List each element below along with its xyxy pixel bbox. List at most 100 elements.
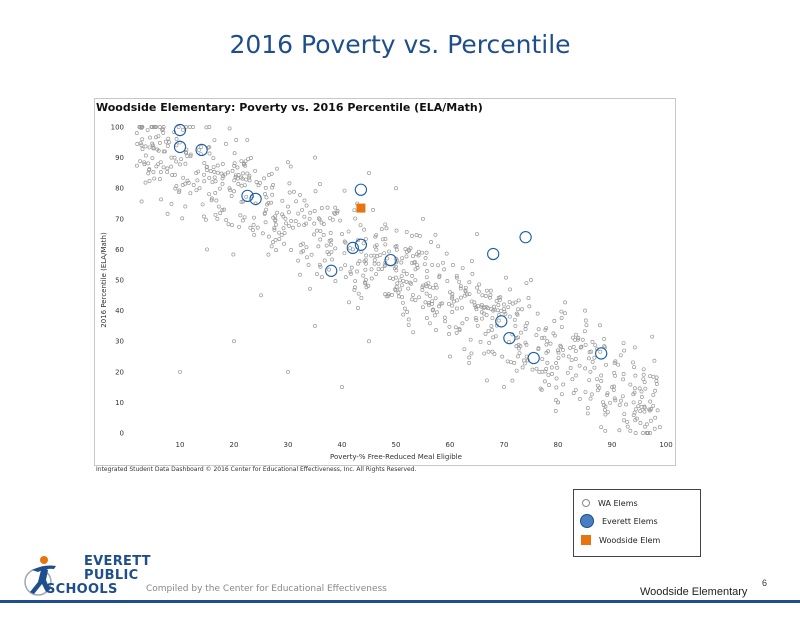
wa-elem-point: [379, 227, 384, 232]
wa-elem-point: [318, 264, 323, 269]
wa-elem-point: [428, 294, 433, 299]
wa-elem-point: [474, 318, 479, 323]
wa-elem-point: [207, 145, 212, 150]
wa-elem-point: [330, 217, 335, 222]
wa-elem-point: [224, 218, 229, 223]
wa-elem-point: [356, 238, 361, 242]
wa-elem-point: [515, 354, 520, 359]
chart-title: Woodside Elementary: Poverty vs. 2016 Pe…: [96, 101, 483, 114]
wa-elem-point: [178, 369, 182, 374]
wa-elem-point: [165, 211, 170, 216]
wa-elem-point: [208, 169, 213, 173]
wa-elem-point: [576, 335, 581, 340]
wa-elem-point: [266, 252, 271, 257]
wa-elem-point: [298, 272, 302, 277]
wa-elem-point: [539, 336, 544, 341]
wa-elem-point: [549, 365, 554, 370]
wa-elem-point: [620, 394, 625, 399]
wa-elem-point: [275, 210, 280, 215]
wa-elem-point: [577, 363, 582, 368]
wa-elem-point: [468, 337, 473, 342]
wa-elem-point: [215, 163, 220, 168]
wa-elem-point: [501, 306, 506, 311]
wa-elem-point: [395, 281, 400, 286]
wa-elem-point: [312, 221, 317, 226]
wa-elem-point: [525, 321, 530, 326]
wa-elem-point: [186, 180, 191, 185]
x-tick-label: 60: [446, 441, 455, 449]
wa-elem-point: [500, 354, 505, 359]
wa-elem-point: [174, 184, 179, 189]
wa-elem-point: [638, 400, 642, 404]
wa-elem-point: [191, 125, 196, 129]
wa-elem-point: [269, 244, 274, 249]
wa-elem-point: [355, 269, 359, 274]
wa-elem-point: [288, 164, 293, 169]
wa-elem-point: [325, 205, 330, 210]
wa-elem-point: [226, 170, 230, 175]
wa-elem-point: [638, 421, 643, 425]
wa-elem-point: [413, 267, 418, 272]
wa-elem-point: [442, 267, 447, 272]
wa-elem-point: [641, 431, 645, 435]
wa-elem-point: [150, 141, 155, 146]
wa-elem-point: [472, 300, 477, 305]
wa-elem-point: [476, 289, 481, 294]
wa-elem-point: [309, 252, 314, 257]
wa-elem-point: [643, 386, 648, 391]
wa-elem-point: [140, 147, 145, 152]
wa-elem-point: [304, 203, 309, 208]
wa-elem-point: [229, 194, 234, 198]
wa-elem-point: [483, 331, 488, 336]
wa-elem-point: [588, 396, 593, 401]
wa-elem-point: [653, 388, 658, 393]
wa-elem-point: [553, 398, 558, 403]
wa-elem-point: [480, 293, 485, 298]
wa-elem-point: [427, 321, 432, 326]
wa-elem-point: [424, 284, 429, 289]
wa-elem-point: [469, 351, 474, 356]
wa-elem-point: [142, 162, 147, 167]
wa-elem-point: [169, 155, 174, 160]
wa-elem-point: [410, 297, 415, 302]
wa-elem-point: [514, 368, 519, 373]
wa-elem-point: [417, 233, 422, 238]
wa-elem-point: [548, 341, 553, 346]
wa-elem-point: [239, 200, 244, 204]
wa-elem-point: [178, 162, 182, 167]
wa-elem-point: [496, 318, 501, 323]
wa-elem-point: [600, 400, 605, 405]
wa-elem-point: [491, 335, 496, 340]
wa-elem-point: [313, 155, 317, 160]
wa-elem-point: [404, 230, 409, 234]
wa-elem-point: [177, 188, 182, 193]
wa-elem-point: [215, 170, 220, 175]
wa-elem-point: [161, 125, 166, 129]
wa-elem-point: [555, 400, 560, 405]
wa-elem-point: [384, 226, 389, 231]
wa-elem-point: [516, 307, 520, 312]
wa-elem-point: [424, 275, 429, 280]
wa-elem-point: [333, 246, 338, 251]
wa-elem-point: [236, 173, 241, 177]
wa-elem-point: [631, 360, 635, 365]
wa-elem-point: [480, 316, 484, 321]
wa-elem-point: [631, 392, 636, 397]
wa-elem-point: [273, 238, 278, 242]
wa-elem-point: [559, 315, 564, 320]
wa-elem-point: [246, 157, 251, 162]
wa-elem-point: [300, 207, 305, 212]
wa-elem-point: [482, 351, 487, 356]
wa-elem-point: [556, 348, 560, 353]
wa-elem-point: [527, 304, 532, 309]
wa-elem-point: [340, 232, 344, 237]
wa-elem-point: [272, 225, 277, 230]
wa-elem-point: [599, 379, 604, 383]
wa-elem-point: [489, 324, 494, 329]
wa-elem-point: [454, 275, 459, 280]
wa-marker-icon: [582, 499, 590, 507]
y-tick-label: 10: [115, 399, 124, 407]
wa-elem-point: [556, 356, 561, 361]
wa-elem-point: [633, 407, 638, 412]
wa-elem-point: [621, 377, 626, 382]
